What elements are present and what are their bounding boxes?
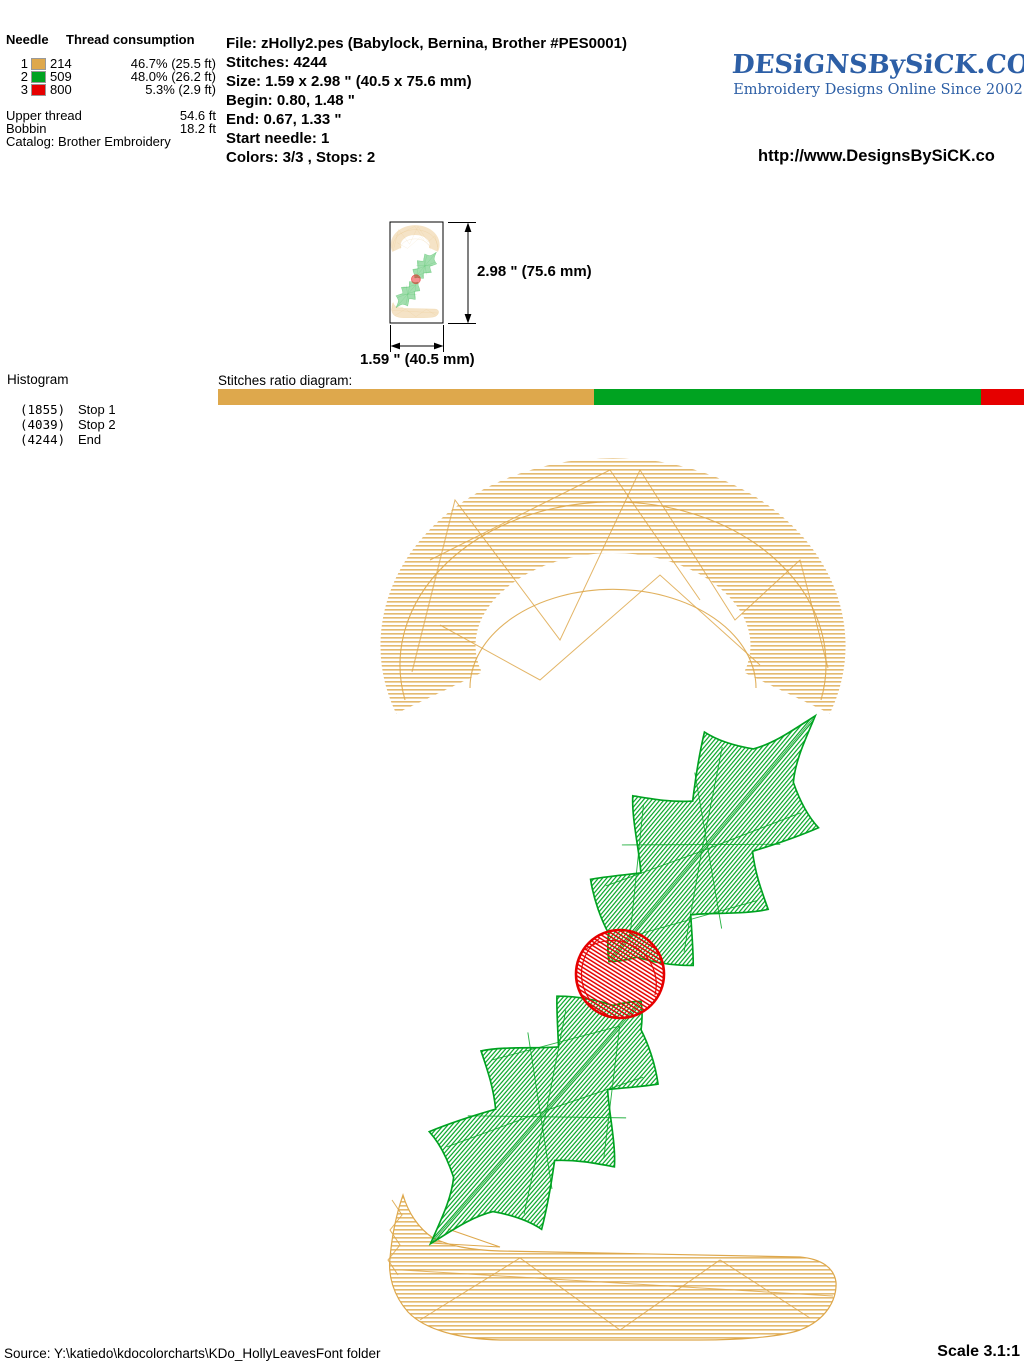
- ratio-segment-green: [594, 389, 982, 405]
- begin-line: Begin: 0.80, 1.48 ": [226, 92, 355, 109]
- source-path: Source: Y:\katiedo\kdocolorcharts\KDo_Ho…: [4, 1346, 381, 1361]
- thread-code: 214: [50, 56, 72, 71]
- thread-consumption-value: 46.7% (25.5 ft): [130, 56, 216, 71]
- stitch-count: (4039): [20, 417, 66, 432]
- dimension-annotations: [389, 221, 476, 352]
- thread-consumption-table: Needle Thread consumption 1 214 46.7% (2…: [6, 33, 216, 148]
- brand-tagline: Embroidery Designs Online Since 2002: [733, 82, 1023, 98]
- height-dimension-label: 2.98 " (75.6 mm): [477, 263, 592, 280]
- colors-stops-line: Colors: 3/3 , Stops: 2: [226, 149, 376, 166]
- histogram-entry: (1855) Stop 1: [20, 402, 116, 417]
- needle-number: 2: [20, 69, 28, 84]
- bobbin-value: 18.2 ft: [179, 121, 216, 136]
- bobbin-row: Bobbin 18.2 ft: [6, 122, 216, 135]
- thread-consumption-value: 5.3% (2.9 ft): [145, 82, 216, 97]
- start-needle-line: Start needle: 1: [226, 130, 330, 147]
- thread-color-swatch: [31, 83, 46, 96]
- catalog-row: Catalog: Brother Embroidery: [6, 135, 216, 148]
- design-main-render: [364, 470, 883, 1340]
- thread-color-swatch: [31, 70, 46, 83]
- website-url-link[interactable]: http://www.DesignsBySiCK.co: [758, 147, 995, 165]
- histogram-title: Histogram: [7, 372, 69, 387]
- col-thread-consumption: Thread consumption: [66, 32, 195, 47]
- thread-color-swatch: [31, 57, 46, 70]
- upper-thread-row: Upper thread 54.6 ft: [6, 109, 216, 122]
- catalog-label: Catalog: Brother Embroidery: [6, 134, 171, 149]
- table-row: 1 214 46.7% (25.5 ft): [6, 57, 216, 70]
- width-dimension-label: 1.59 " (40.5 mm): [360, 351, 475, 368]
- needle-number: 3: [20, 82, 28, 97]
- design-thumbnail: [389, 226, 444, 317]
- stitch-count: (1855): [20, 402, 66, 417]
- end-line: End: 0.67, 1.33 ": [226, 111, 342, 128]
- stitches-ratio-bar: [218, 389, 1024, 405]
- thread-consumption-value: 48.0% (26.2 ft): [130, 69, 216, 84]
- stop-label: End: [78, 432, 102, 447]
- brand-logo: DESiGNSBySiCK.COM: [730, 50, 1024, 80]
- stitches-line: Stitches: 4244: [226, 54, 327, 71]
- ratio-diagram-label: Stitches ratio diagram:: [218, 373, 353, 388]
- thread-code: 509: [50, 69, 72, 84]
- thread-table-header: Needle Thread consumption: [6, 33, 216, 46]
- ratio-segment-tan: [218, 389, 595, 405]
- brand-block: DESiGNSBySiCK.COM Embroidery Designs Onl…: [730, 50, 1024, 98]
- table-row: 3 800 5.3% (2.9 ft): [6, 83, 216, 96]
- bobbin-label: Bobbin: [6, 121, 47, 136]
- stop-label: Stop 2: [78, 417, 116, 432]
- col-needle: Needle: [6, 32, 49, 47]
- upper-thread-value: 54.6 ft: [179, 108, 216, 123]
- upper-thread-label: Upper thread: [6, 108, 82, 123]
- size-line: Size: 1.59 x 2.98 " (40.5 x 75.6 mm): [226, 73, 472, 90]
- thumbnail-bounding-box: [389, 221, 444, 324]
- histogram-list: (1855) Stop 1 (4039) Stop 2 (4244) End: [20, 402, 116, 447]
- scale-label: Scale 3.1:1: [937, 1343, 1020, 1360]
- histogram-entry: (4244) End: [20, 432, 116, 447]
- stop-label: Stop 1: [78, 402, 116, 417]
- table-row: 2 509 48.0% (26.2 ft): [6, 70, 216, 83]
- file-name-line: File: zHolly2.pes (Babylock, Bernina, Br…: [226, 35, 627, 52]
- stitch-count: (4244): [20, 432, 66, 447]
- file-info-block: File: zHolly2.pes (Babylock, Bernina, Br…: [226, 34, 731, 167]
- needle-number: 1: [20, 56, 28, 71]
- ratio-segment-red: [981, 389, 1024, 405]
- histogram-entry: (4039) Stop 2: [20, 417, 116, 432]
- thread-code: 800: [50, 82, 72, 97]
